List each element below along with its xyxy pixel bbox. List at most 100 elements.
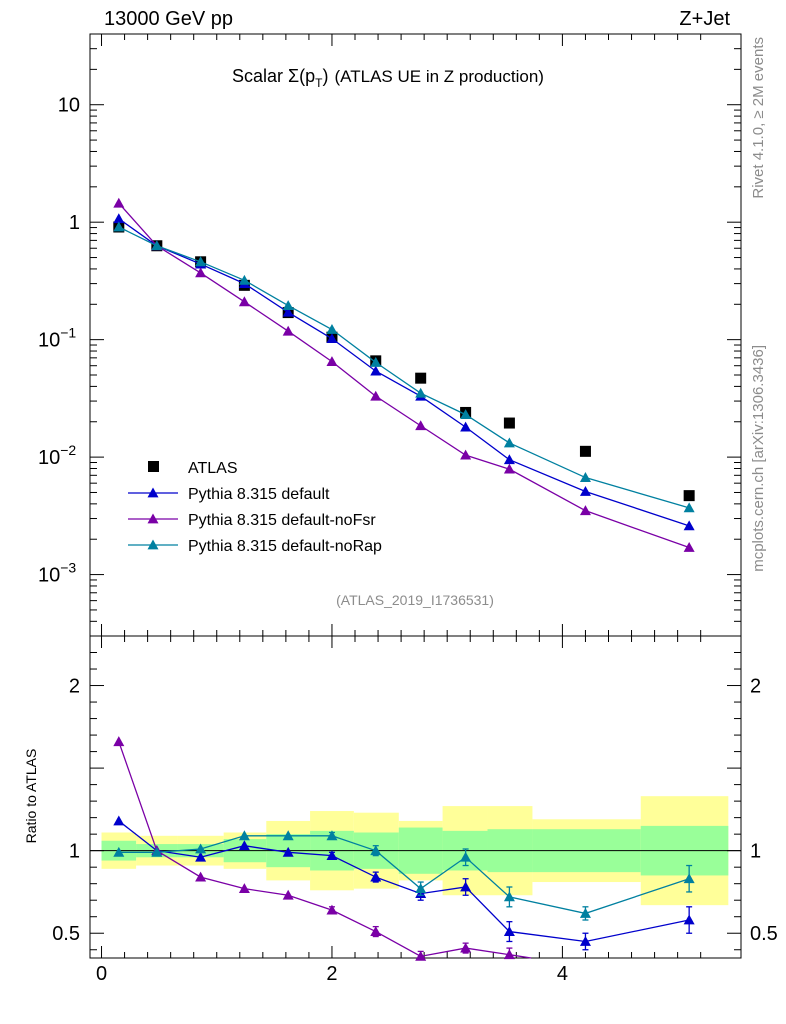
series-pythia-8-315-default-norap	[113, 221, 695, 513]
mcplots-label: mcplots.cern.ch [arXiv:1306.3436]	[750, 345, 767, 572]
series-marker	[282, 300, 294, 310]
main-y-tick-label: 10	[58, 95, 80, 117]
series-marker	[683, 542, 695, 552]
legend-marker	[147, 539, 159, 550]
x-tick-label: 2	[326, 963, 337, 985]
title-sigma: Σ(p	[288, 66, 315, 86]
ratio-series-marker	[113, 736, 125, 747]
series-marker	[370, 356, 382, 367]
series-line	[118, 218, 690, 527]
legend-marker	[147, 513, 159, 524]
series-marker	[683, 502, 695, 513]
ratio-y-axis-label: Ratio to ATLAS	[23, 749, 39, 844]
legend-entry-label: Pythia 8.315 default	[188, 486, 330, 503]
legend-marker	[147, 487, 159, 498]
main-y-tick-label: 10−2	[38, 442, 76, 469]
y-tick-base: 10	[38, 447, 60, 469]
series-marker	[282, 325, 294, 336]
series-marker	[460, 449, 472, 460]
series-marker	[579, 472, 591, 482]
main-y-tick-label: 1	[69, 212, 80, 234]
series-marker	[113, 213, 125, 224]
y-tick-base: 10	[38, 565, 60, 587]
ratio-series-marker	[282, 889, 294, 900]
atlas-data-point	[579, 445, 591, 457]
ratio-series-marker	[460, 881, 472, 892]
series-marker	[415, 420, 427, 431]
ratio-series-marker	[238, 840, 250, 851]
series-line	[118, 226, 690, 509]
series-marker	[503, 463, 515, 474]
series-marker	[683, 520, 695, 531]
series-marker	[113, 221, 125, 232]
atlas-data-point	[683, 490, 695, 502]
series-marker	[460, 421, 472, 432]
y-tick-exponent: −1	[60, 325, 76, 341]
title-close: )	[323, 66, 329, 86]
series-marker	[238, 274, 250, 285]
title-suffix: (ATLAS UE in Z production)	[335, 67, 544, 86]
series-marker	[370, 390, 382, 401]
series-marker	[195, 256, 207, 267]
legend-entry-label: Pythia 8.315 default-noRap	[188, 538, 382, 555]
ratio-series-marker	[370, 845, 382, 856]
ratio-series-marker	[683, 873, 695, 884]
ratio-panel-frame: 0 2 4 0.5 0.5 1 1 2 2	[52, 635, 778, 985]
title-prefix: Scalar	[232, 66, 288, 86]
ratio-y-tick-label-right: 1	[750, 841, 761, 863]
series-marker	[370, 365, 382, 376]
y-tick-base: 10	[58, 95, 80, 117]
ratio-y-tick-label-right: 2	[750, 676, 761, 698]
ratio-series-marker	[326, 830, 338, 841]
atlas-data-point	[415, 372, 427, 384]
ratio-series-marker	[503, 891, 515, 902]
ratio-series-line	[118, 835, 690, 915]
ratio-series-marker	[370, 871, 382, 882]
ratio-series-marker	[579, 907, 591, 918]
y-tick-exponent: −2	[60, 442, 76, 458]
series-marker	[579, 485, 591, 496]
series-marker	[195, 267, 207, 278]
series-marker	[579, 505, 591, 516]
legend: ATLAS Pythia 8.315 default Pythia 8.315 de…	[128, 460, 382, 555]
ratio-series-marker	[238, 883, 250, 894]
ratio-panel-series	[113, 736, 695, 961]
main-y-tick-label: 10−1	[38, 325, 76, 352]
legend-marker-atlas	[148, 461, 159, 472]
ratio-series-marker	[195, 871, 207, 882]
ratio-series-marker	[282, 830, 294, 841]
ratio-series-marker	[195, 843, 207, 854]
analysis-label: (ATLAS_2019_I1736531)	[336, 592, 494, 608]
series-marker	[503, 437, 515, 448]
x-tick-label: 0	[96, 963, 107, 985]
ratio-series-marker	[282, 846, 294, 857]
ratio-series-marker	[415, 883, 427, 894]
title-subscript: T	[315, 76, 323, 90]
ratio-series-marker	[326, 850, 338, 861]
series-marker	[415, 387, 427, 398]
series-marker	[460, 409, 472, 420]
y-tick-exponent: −3	[60, 560, 76, 576]
ratio-panel-border	[89, 635, 742, 959]
series-marker	[503, 454, 515, 465]
ratio-series-marker	[113, 815, 125, 826]
ratio-y-tick-label: 1	[69, 841, 80, 863]
series-marker	[326, 333, 338, 344]
ratio-y-tick-label-right: 0.5	[750, 923, 778, 945]
series-marker	[151, 240, 163, 251]
y-tick-base: 1	[69, 212, 80, 234]
ratio-series-marker	[370, 926, 382, 936]
rivet-version-label: Rivet 4.1.0, ≥ 2M events	[750, 37, 767, 199]
ratio-series-line	[118, 820, 690, 943]
ratio-series-marker	[238, 830, 250, 841]
series-line	[118, 202, 690, 549]
x-tick-label: 4	[557, 963, 568, 985]
ratio-y-tick-label: 2	[69, 676, 80, 698]
legend-entry-label: Pythia 8.315 default-noFsr	[188, 512, 376, 529]
ratio-series-marker	[326, 904, 338, 915]
energy-label: 13000 GeV pp	[104, 8, 233, 30]
legend-entry-label: ATLAS	[188, 460, 238, 477]
series-marker	[282, 306, 294, 317]
